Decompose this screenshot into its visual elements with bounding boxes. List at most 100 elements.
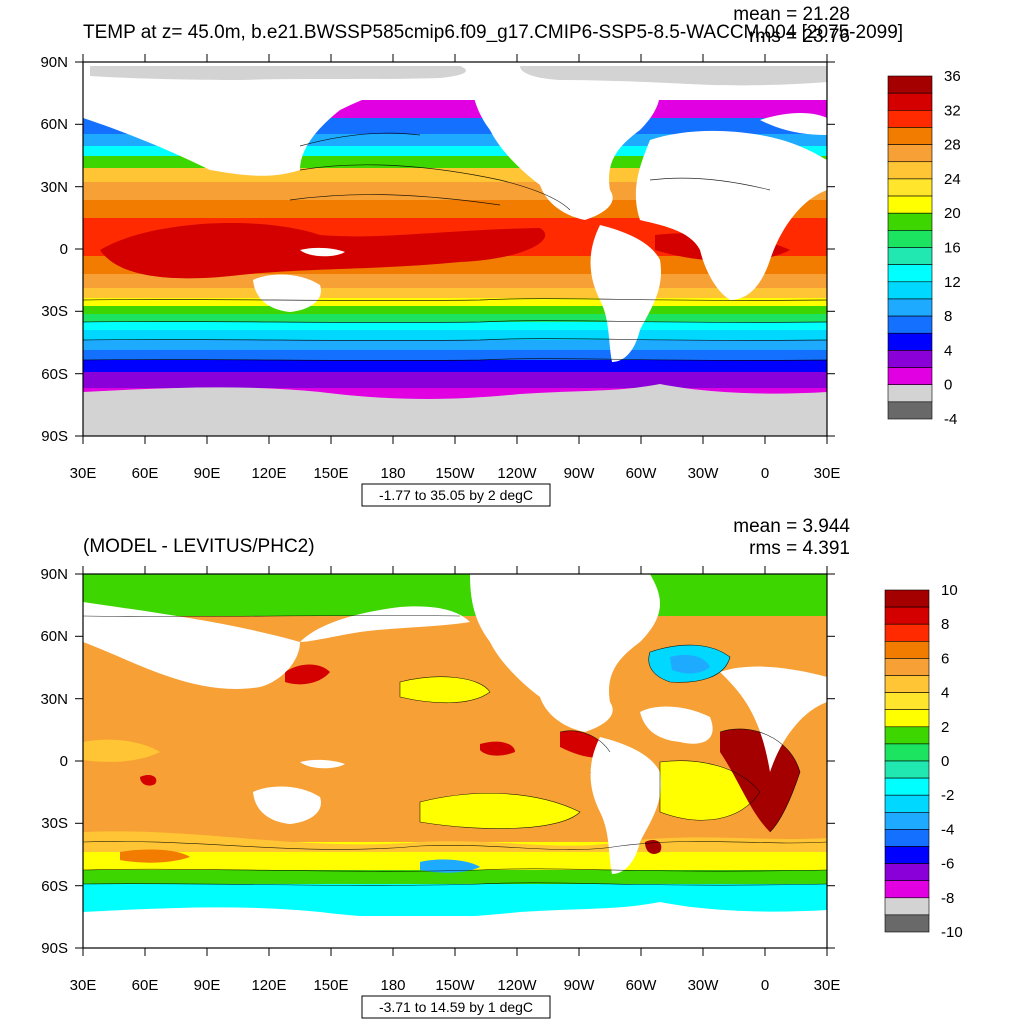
colorbar-label: -2 [941, 787, 954, 804]
colorbar-label: 12 [944, 274, 961, 291]
lon-label: 30E [70, 977, 97, 994]
panel-title: (MODEL - LEVITUS/PHC2) [83, 536, 315, 557]
temperature-map-figure: 90N 60N 30N 0 30S 60S 90S 30E 60E 90E 12… [40, 4, 961, 507]
lon-label: 150W [435, 465, 475, 482]
colorbar-label: 32 [944, 102, 961, 119]
rms-value: rms = 23.76 [749, 26, 850, 47]
colorbar-label: 6 [941, 650, 949, 667]
lon-ticks [82, 566, 828, 956]
lat-ticks [75, 61, 835, 437]
colorbar-swatch [884, 914, 930, 933]
colorbar-label: 0 [941, 753, 949, 770]
contour-range-label: -1.77 to 35.05 by 2 degC [379, 487, 533, 503]
lon-label: 90W [564, 465, 596, 482]
lon-label: 120E [251, 465, 286, 482]
colorbar-label: 8 [941, 616, 949, 633]
colorbar-label: 20 [944, 205, 961, 222]
colorbar-label: -6 [941, 856, 954, 873]
lon-label: 150E [313, 977, 348, 994]
lon-label: 90E [194, 977, 221, 994]
lat-label: 0 [60, 241, 68, 258]
colorbar-swatch [884, 692, 930, 711]
colorbar-label: 24 [944, 171, 961, 188]
lon-labels: 30E 60E 90E 120E 150E 180 150W 120W 90W … [70, 465, 841, 482]
contour-range-box [361, 995, 551, 1019]
lon-label: 60W [626, 977, 658, 994]
lon-label: 90W [564, 977, 596, 994]
lat-labels: 90N 60N 30N 0 30S 60S 90S [40, 54, 68, 445]
colorbar-swatch [887, 401, 933, 420]
lon-label: 30E [70, 465, 97, 482]
colorbar-swatch [884, 880, 930, 899]
lat-label: 30N [40, 691, 68, 708]
contour-range-box [361, 483, 551, 507]
colorbar-label: 0 [944, 377, 952, 394]
lon-label: 150E [313, 465, 348, 482]
colorbar: 36 32 28 24 20 16 12 8 4 0 -4 [887, 68, 961, 428]
lat-labels: 90N 60N 30N 0 30S 60S 90S [40, 566, 68, 957]
difference-panel: 90N 60N 30N 0 30S 60S 90S 30E 60E 90E 12… [0, 512, 1024, 1024]
difference-map-figure: 90N 60N 30N 0 30S 60S 90S 30E 60E 90E 12… [40, 516, 963, 1019]
lat-label: 60S [41, 366, 68, 383]
lon-label: 120W [497, 977, 537, 994]
colorbar-label: 4 [941, 685, 949, 702]
contour-range-label: -3.71 to 14.59 by 1 degC [379, 999, 533, 1015]
colorbar-label: -8 [941, 890, 954, 907]
colorbar-swatch [884, 709, 930, 728]
colorbar-label: -10 [941, 924, 963, 941]
lon-label: 60E [132, 977, 159, 994]
mean-value: mean = 21.28 [733, 4, 850, 25]
lat-label: 60N [40, 628, 68, 645]
colorbar-label: 10 [941, 582, 958, 599]
lon-label: 120W [497, 465, 537, 482]
difference-field [83, 574, 827, 948]
colorbar-swatch [884, 794, 930, 813]
colorbar-label: 2 [941, 719, 949, 736]
lat-label: 90N [40, 566, 68, 583]
rms-value: rms = 4.391 [749, 538, 850, 559]
colorbar-swatch [887, 127, 933, 145]
lat-label: 90N [40, 54, 68, 71]
colorbar-swatch [887, 110, 933, 128]
colorbar-swatch [884, 743, 930, 762]
colorbar-swatch [884, 846, 930, 864]
lon-labels: 30E 60E 90E 120E 150E 180 150W 120W 90W … [70, 977, 841, 994]
lon-label: 0 [761, 465, 769, 482]
lon-label: 180 [380, 977, 405, 994]
colorbar-swatch [884, 606, 930, 625]
lat-label: 60S [41, 878, 68, 895]
lat-ticks [75, 573, 835, 949]
colorbar-label: 16 [944, 240, 961, 257]
colorbar-swatch [887, 332, 933, 351]
colorbar-swatch [887, 92, 933, 111]
colorbar-swatch [887, 161, 933, 180]
colorbar-swatch [887, 178, 933, 197]
colorbar-label: 28 [944, 137, 961, 154]
colorbar-swatch [887, 212, 933, 231]
colorbar-swatch [884, 863, 930, 882]
lat-label: 0 [60, 753, 68, 770]
colorbar-swatch [887, 384, 933, 403]
colorbar-swatch [884, 726, 930, 745]
colorbar-label: -4 [941, 821, 954, 838]
colorbar-label: 8 [944, 308, 952, 325]
colorbar-swatch [884, 897, 930, 916]
colorbar-swatch [884, 760, 930, 779]
lon-label: 90E [194, 465, 221, 482]
colorbar-swatch [887, 350, 933, 368]
colorbar-label: -4 [944, 411, 957, 428]
colorbar-swatch [887, 75, 933, 94]
colorbar-swatch [884, 777, 930, 796]
colorbar-label: 36 [944, 68, 961, 85]
lon-label: 30E [814, 465, 841, 482]
lat-label: 30N [40, 179, 68, 196]
panel-title: TEMP at z= 45.0m, b.e21.BWSSP585cmip6.f0… [83, 22, 903, 43]
lon-label: 30W [688, 465, 720, 482]
colorbar-swatch [887, 247, 933, 265]
colorbar-swatch [884, 658, 930, 676]
lat-label: 30S [41, 303, 68, 320]
lat-label: 60N [40, 116, 68, 133]
temperature-field [83, 62, 827, 436]
colorbar-swatch [887, 315, 933, 334]
lat-label: 90S [41, 940, 68, 957]
